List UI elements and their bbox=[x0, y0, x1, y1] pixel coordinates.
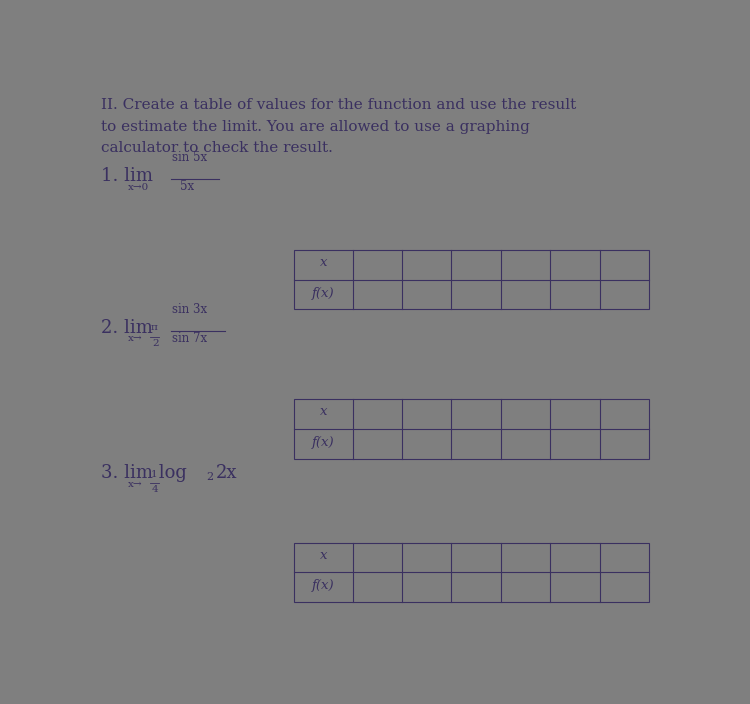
Bar bbox=[294, 250, 649, 310]
Text: x: x bbox=[320, 405, 327, 418]
Text: 2: 2 bbox=[206, 472, 213, 482]
Text: x: x bbox=[320, 548, 327, 562]
Text: x→: x→ bbox=[128, 334, 142, 343]
Text: 2. lim: 2. lim bbox=[101, 319, 153, 337]
Bar bbox=[294, 543, 649, 602]
Text: f(x): f(x) bbox=[312, 287, 334, 299]
Text: calculator to check the result.: calculator to check the result. bbox=[101, 142, 333, 156]
Text: 2x: 2x bbox=[216, 464, 237, 482]
Text: x→: x→ bbox=[128, 480, 142, 489]
Text: 2: 2 bbox=[152, 339, 158, 348]
Text: f(x): f(x) bbox=[312, 579, 334, 592]
Text: 4: 4 bbox=[152, 485, 158, 494]
Bar bbox=[294, 399, 649, 458]
Text: sin 3x: sin 3x bbox=[172, 303, 207, 316]
Text: f(x): f(x) bbox=[312, 436, 334, 448]
Text: 5x: 5x bbox=[180, 180, 194, 194]
Text: 1. lim: 1. lim bbox=[101, 167, 153, 185]
Text: sin 5x: sin 5x bbox=[172, 151, 207, 164]
Text: x: x bbox=[320, 256, 327, 269]
Text: II. Create a table of values for the function and use the result: II. Create a table of values for the fun… bbox=[101, 98, 577, 112]
Text: x→0: x→0 bbox=[128, 183, 148, 192]
Text: sin 7x: sin 7x bbox=[172, 332, 207, 345]
Text: to estimate the limit. You are allowed to use a graphing: to estimate the limit. You are allowed t… bbox=[101, 120, 530, 134]
Text: 1: 1 bbox=[151, 470, 157, 479]
Text: π: π bbox=[151, 323, 157, 332]
Text: 3. lim log: 3. lim log bbox=[101, 464, 188, 482]
